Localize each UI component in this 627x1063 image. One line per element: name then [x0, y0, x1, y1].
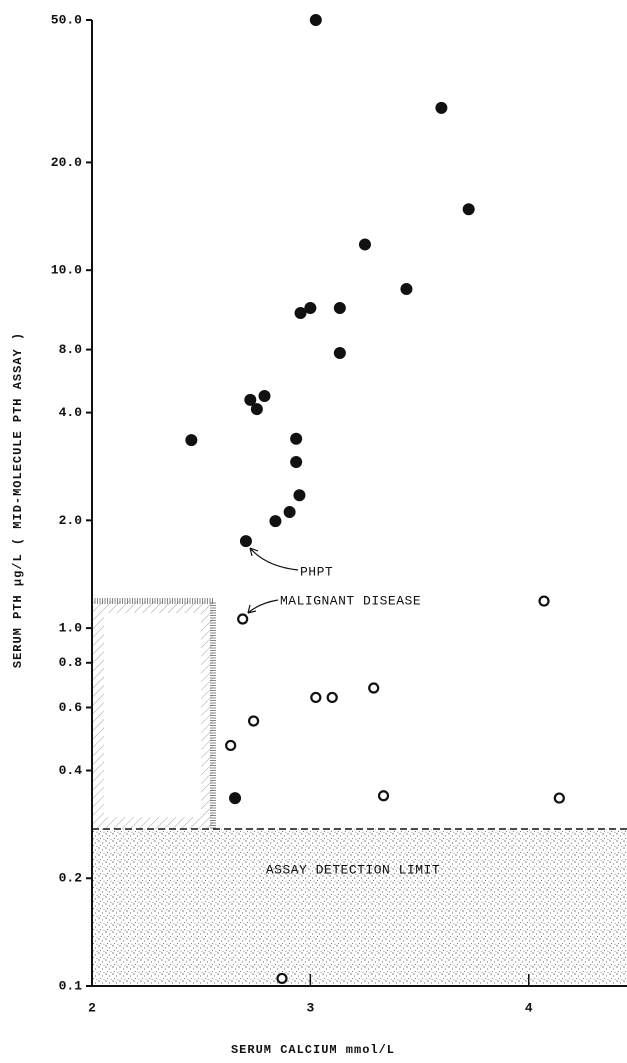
point	[237, 613, 249, 625]
point	[239, 535, 252, 548]
point	[290, 456, 303, 469]
point	[250, 403, 263, 416]
point	[310, 691, 322, 704]
y-tick-label: 20.0	[51, 155, 82, 170]
y-tick-label: 0.2	[59, 871, 83, 886]
normal-range-inner	[104, 613, 201, 817]
point	[553, 792, 565, 804]
point	[309, 14, 322, 26]
x-tick-label: 2	[88, 1000, 96, 1015]
x-tick-label: 4	[525, 1000, 533, 1015]
point	[229, 792, 242, 805]
point	[225, 739, 237, 752]
point	[304, 301, 317, 314]
y-tick-label: 2.0	[59, 513, 83, 528]
detection-region	[92, 829, 627, 986]
y-axis-label: SERUM PTH µg/L ( MID-MOLECULE PTH ASSAY …	[11, 332, 25, 668]
point	[368, 682, 380, 694]
legend-label: PHPT	[300, 564, 333, 579]
y-tick-label: 0.1	[59, 978, 83, 993]
y-tick-label: 8.0	[59, 342, 83, 357]
legend-label: MALIGNANT DISEASE	[280, 593, 421, 608]
point	[258, 390, 271, 403]
y-tick-label: 10.0	[51, 263, 82, 278]
point	[290, 432, 303, 445]
point	[435, 101, 448, 114]
x-tick-label: 3	[306, 1000, 314, 1015]
point	[294, 307, 307, 320]
y-tick-label: 0.6	[59, 700, 83, 715]
point	[333, 301, 346, 314]
legend-arrow	[249, 547, 299, 571]
y-tick-label: 50.0	[51, 12, 82, 27]
point	[538, 595, 550, 607]
point	[244, 393, 257, 406]
y-tick-label: 1.0	[59, 621, 83, 636]
annotation: ASSAY DETECTION LIMIT	[266, 862, 440, 877]
point	[377, 790, 390, 802]
y-tick-label: 0.4	[59, 763, 83, 778]
point	[333, 346, 346, 359]
point	[462, 203, 475, 216]
x-axis-label: SERUM CALCIUM mmol/L	[231, 1043, 395, 1057]
point	[283, 506, 296, 519]
point	[276, 972, 288, 985]
point	[293, 489, 306, 502]
point	[247, 715, 260, 727]
y-tick-label: 0.8	[59, 655, 83, 670]
legend-arrow	[247, 599, 279, 614]
normal-range-edge	[92, 598, 216, 829]
point	[358, 238, 371, 251]
point	[269, 515, 282, 528]
point	[326, 691, 338, 704]
point	[185, 434, 198, 447]
point	[400, 282, 413, 295]
y-tick-label: 4.0	[59, 405, 83, 420]
